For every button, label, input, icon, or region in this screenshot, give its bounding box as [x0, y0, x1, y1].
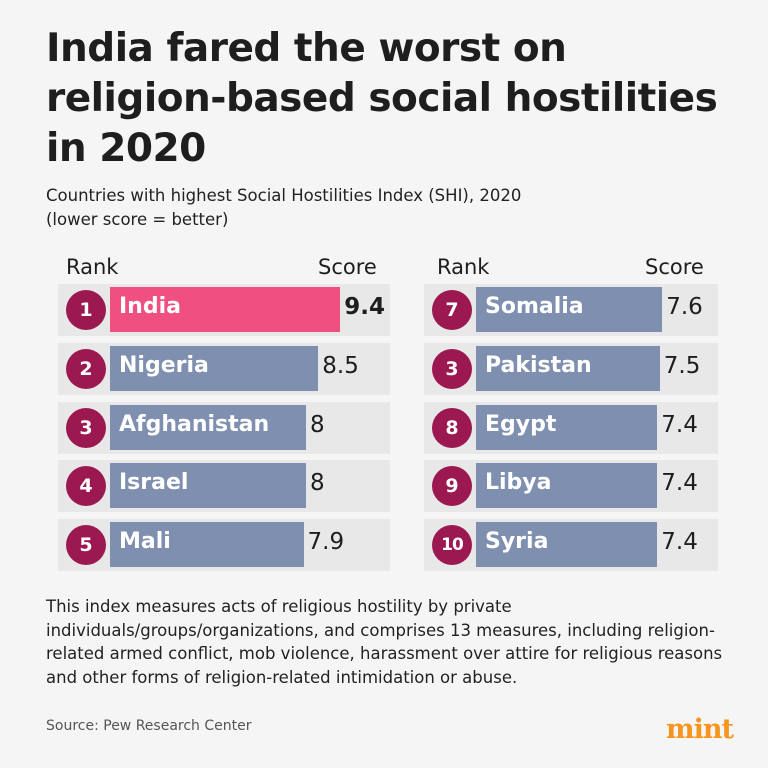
bar: Somalia: [476, 287, 663, 332]
value-label: 9.4: [344, 294, 386, 320]
bar-row: 3 Pakistan 7.5: [424, 342, 718, 395]
rank-badge: 8: [432, 407, 472, 448]
country-label: Israel: [119, 470, 189, 496]
rank-badge: 7: [432, 290, 472, 330]
subtitle-line-1: Countries with highest Social Hostilitie…: [46, 186, 522, 205]
bar-row: 7 Somalia 7.6: [424, 284, 718, 336]
bar: Israel: [110, 463, 306, 509]
rank-badge: 3: [66, 407, 106, 448]
rank-badge: 4: [66, 466, 106, 507]
value-label: 7.5: [663, 352, 701, 379]
country-label: Afghanistan: [119, 411, 270, 437]
bar-row: 4 Israel 8: [58, 460, 390, 513]
bar: Afghanistan: [110, 404, 306, 450]
country-label: Somalia: [485, 294, 584, 319]
country-label: Egypt: [485, 411, 557, 437]
bar-row: 3 Afghanistan 8: [58, 401, 390, 454]
rank-badge: 3: [432, 348, 472, 389]
value-label: 8.5: [322, 352, 359, 379]
bar: Mali: [110, 522, 304, 568]
value-label: 7.4: [661, 470, 698, 497]
bar: Pakistan: [476, 345, 660, 391]
bar-row: 2 Nigeria 8.5: [58, 342, 390, 395]
value-label: 7.6: [666, 294, 703, 320]
rank-header-right: Rank: [437, 255, 490, 279]
bar: Syria: [476, 522, 658, 568]
score-header-right: Score: [645, 255, 704, 279]
country-label: Mali: [119, 529, 171, 555]
value-label: 7.4: [661, 529, 698, 556]
value-label: 8: [310, 411, 325, 438]
mint-logo: mint: [666, 714, 734, 745]
score-header-left: Score: [318, 255, 377, 279]
value-label: 7.4: [661, 411, 698, 438]
footnote: This index measures acts of religious ho…: [46, 597, 723, 687]
subtitle: Countries with highest Social Hostilitie…: [46, 184, 521, 232]
bar: Libya: [476, 463, 658, 509]
country-label: Syria: [485, 529, 549, 555]
bar: India: [110, 287, 341, 332]
country-label: India: [119, 294, 181, 319]
bar-row: 5 Mali 7.9: [58, 519, 390, 572]
page-title: India fared the worst on religion-based …: [46, 26, 718, 171]
rank-badge: 2: [66, 348, 106, 389]
country-label: Nigeria: [119, 352, 209, 378]
value-label: 8: [310, 470, 325, 497]
bar-row: 9 Libya 7.4: [424, 460, 718, 513]
bar: Nigeria: [110, 345, 319, 391]
rank-badge: 1: [66, 290, 106, 330]
subtitle-line-2: (lower score = better): [46, 210, 229, 229]
bar-row: 10 Syria 7.4: [424, 519, 718, 572]
rank-badge: 9: [432, 466, 472, 507]
value-label: 7.9: [307, 529, 345, 556]
bar: Egypt: [476, 404, 658, 450]
country-label: Pakistan: [485, 352, 592, 378]
rank-badge: 5: [66, 525, 106, 566]
bar-row: 1 India 9.4: [58, 284, 390, 336]
rank-badge: 10: [432, 525, 472, 566]
bar-row: 8 Egypt 7.4: [424, 401, 718, 454]
rank-header-left: Rank: [66, 255, 119, 279]
source: Source: Pew Research Center: [46, 718, 252, 734]
country-label: Libya: [485, 470, 552, 496]
